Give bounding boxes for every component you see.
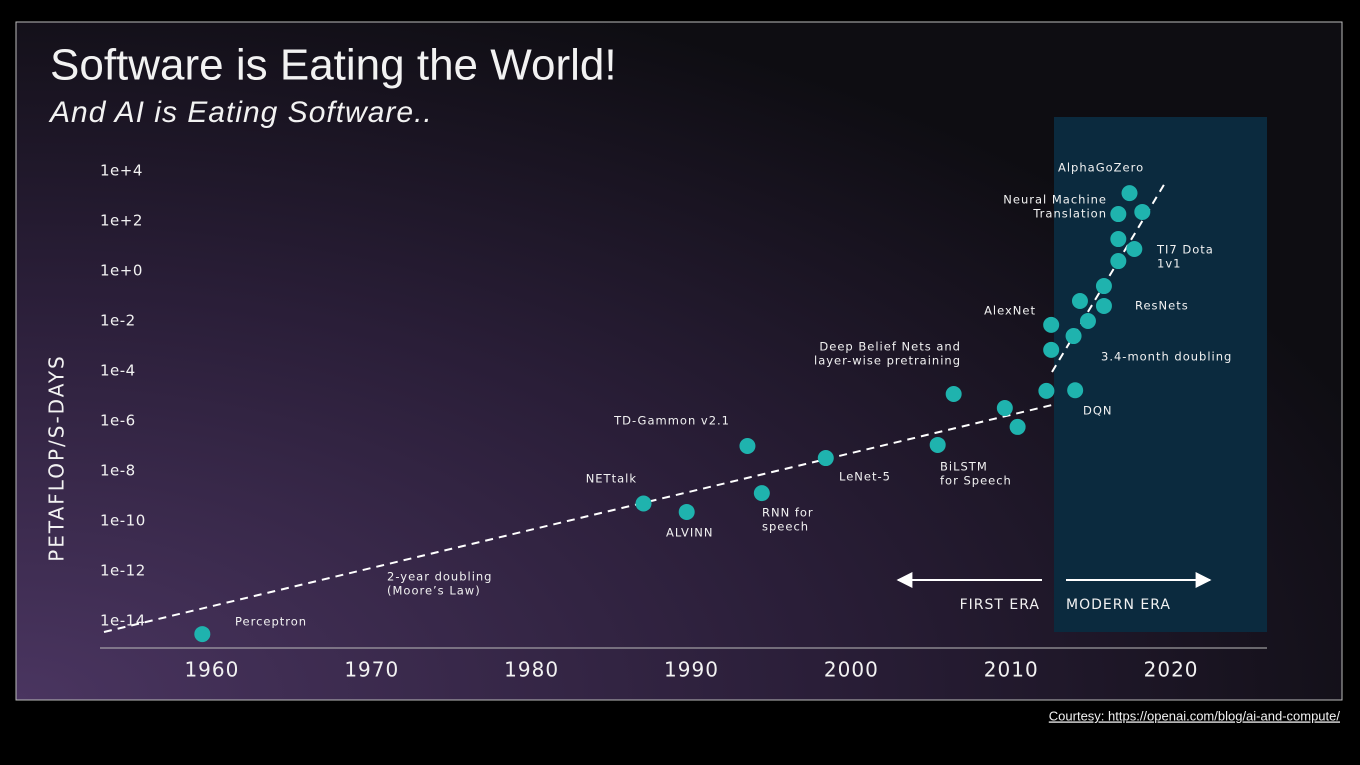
title: Software is Eating the World! <box>50 41 617 90</box>
x-tick-label: 2020 <box>1144 658 1199 682</box>
annotation: DQN <box>1083 404 1113 418</box>
data-point <box>1110 231 1127 248</box>
data-point <box>1121 185 1138 202</box>
y-tick-label: 1e-6 <box>100 412 136 430</box>
y-tick-label: 1e-8 <box>100 462 136 480</box>
data-point <box>1038 382 1055 399</box>
annotation: Perceptron <box>235 615 307 629</box>
trend-line <box>103 404 1053 633</box>
y-tick-label: 1e+2 <box>100 212 143 230</box>
data-point <box>1095 278 1112 295</box>
x-tick-label: 1970 <box>344 658 399 682</box>
data-point <box>945 386 962 403</box>
annotation: ALVINN <box>666 526 713 540</box>
x-tick-label: 2000 <box>824 658 879 682</box>
y-tick-label: 1e-10 <box>100 512 146 530</box>
annotation: (Moore’s Law) <box>387 584 481 598</box>
annotation: ResNets <box>1135 299 1189 313</box>
data-point <box>1043 341 1060 358</box>
data-point <box>1079 313 1096 329</box>
annotation: layer-wise pretraining <box>814 354 961 368</box>
annotation: NETtalk <box>586 472 637 486</box>
footer-link[interactable]: Courtesy: https://openai.com/blog/ai-and… <box>1049 708 1341 723</box>
data-point <box>817 450 834 467</box>
y-tick-label: 1e-12 <box>100 562 146 580</box>
subtitle: And AI is Eating Software.. <box>48 96 433 129</box>
annotation: LeNet-5 <box>839 470 891 484</box>
y-axis-label: PETAFLOP/S-DAYS <box>45 354 69 562</box>
y-tick-label: 1e+4 <box>100 162 143 180</box>
annotation: AlexNet <box>984 304 1036 318</box>
data-point <box>1134 203 1151 220</box>
data-point <box>929 436 946 453</box>
y-tick-label: 1e-14 <box>100 612 146 630</box>
annotation: for Speech <box>940 474 1012 488</box>
annotation: TD-Gammon v2.1 <box>613 414 730 428</box>
annotation: BiLSTM <box>940 460 988 474</box>
data-point <box>1071 293 1088 310</box>
data-point <box>1095 297 1112 314</box>
annotation: Neural Machine <box>1003 193 1107 207</box>
annotation: Translation <box>1032 207 1107 221</box>
annotation: speech <box>762 520 809 534</box>
modern-era-box <box>1054 117 1267 632</box>
y-tick-label: 1e-4 <box>100 362 136 380</box>
data-point <box>996 400 1013 417</box>
data-point <box>1067 382 1084 399</box>
data-point <box>635 495 652 512</box>
x-tick-label: 2010 <box>984 658 1039 682</box>
data-point <box>1043 316 1060 333</box>
y-tick-label: 1e-2 <box>100 312 136 330</box>
data-point <box>194 626 211 643</box>
annotation: RNN for <box>762 506 814 520</box>
annotation: Deep Belief Nets and <box>819 340 961 354</box>
data-point <box>1110 206 1127 223</box>
era-label: MODERN ERA <box>1066 597 1171 613</box>
y-tick-label: 1e+0 <box>100 262 143 280</box>
x-tick-label: 1960 <box>184 658 239 682</box>
data-point <box>678 503 695 520</box>
x-tick-label: 1980 <box>504 658 559 682</box>
x-tick-label: 1990 <box>664 658 719 682</box>
annotation: 3.4-month doubling <box>1101 350 1232 364</box>
annotation: 1v1 <box>1157 257 1181 271</box>
data-point <box>1009 418 1026 435</box>
data-point <box>1126 240 1143 257</box>
annotation: TI7 Dota <box>1156 243 1214 257</box>
data-point <box>1065 328 1082 345</box>
era-label: FIRST ERA <box>960 597 1040 613</box>
data-point <box>739 438 756 454</box>
annotation: 2-year doubling <box>387 570 492 584</box>
data-point <box>753 485 770 502</box>
annotation: AlphaGoZero <box>1058 161 1144 175</box>
data-point <box>1110 253 1127 270</box>
